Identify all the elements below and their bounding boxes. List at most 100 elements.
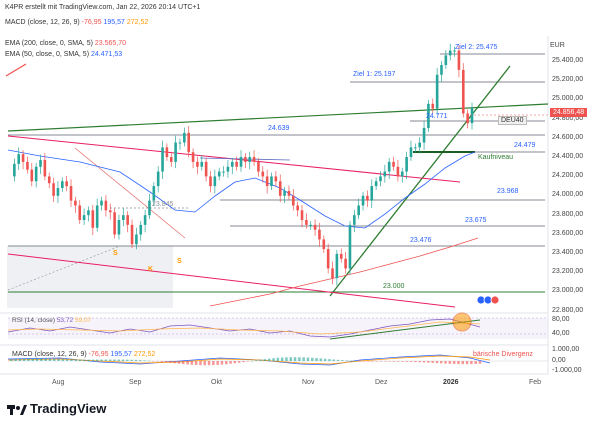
macd-histogram-bar [366, 361, 370, 362]
macd-bottom-legend[interactable]: MACD (close, 12, 26, 9) -76,95 195,57 27… [12, 351, 155, 358]
candle-body [196, 161, 199, 167]
macd-histogram-bar [53, 358, 56, 361]
candle-body [339, 253, 343, 259]
macd-histogram-bar [311, 357, 314, 361]
macd-bottom-value-3: 272,52 [133, 351, 156, 358]
tradingview-logo[interactable]: TradingView [7, 401, 106, 416]
price-axis-label: 24.600,00 [552, 133, 584, 141]
candle-body [414, 147, 417, 149]
level-24771-label: 24.771 [426, 113, 448, 120]
candle-body [440, 65, 443, 75]
macd-histogram-bar [384, 361, 387, 362]
time-label-dez: Dez [375, 379, 388, 386]
candle-body [191, 152, 195, 162]
macd-histogram-bar [143, 360, 146, 361]
macd-histogram-bar [216, 361, 219, 365]
macd-histogram-bar [332, 359, 335, 361]
macd-histogram-bar [246, 361, 249, 362]
macd-histogram-bar [255, 360, 258, 361]
macd-histogram-bar [319, 358, 323, 361]
macd-histogram-bar [117, 359, 120, 361]
candle-body [344, 258, 347, 269]
divergence-label: bärische Divergenz [473, 351, 533, 358]
macd-histogram-bar [409, 361, 413, 362]
currency-label: EUR [550, 42, 565, 49]
candle-body [95, 205, 99, 228]
rsi-axis-40: 40,00 [552, 330, 570, 337]
macd-histogram-bar [435, 361, 439, 364]
macd-histogram-bar [250, 360, 254, 362]
rsi-divergence-marker [452, 312, 472, 332]
macd-histogram-bar [173, 361, 176, 364]
candle-body [30, 169, 34, 182]
candle-body [366, 195, 369, 201]
macd-histogram-bar [182, 361, 185, 365]
macd-histogram-bar [134, 359, 138, 361]
candle-body [122, 215, 125, 220]
macd-histogram-bar [414, 361, 417, 363]
candle-body [361, 195, 365, 206]
grey-zone [7, 246, 173, 308]
macd-bottom-label: MACD (close, 12, 26, 9) [12, 351, 87, 358]
tradingview-logo-icon [7, 404, 27, 415]
macd-histogram-bar [470, 361, 473, 365]
candle-body [156, 171, 160, 187]
rsi-legend[interactable]: RSI (14, close) 53,72 59,07 [12, 317, 91, 324]
macd-histogram-bar [177, 361, 181, 364]
macd-histogram-bar [83, 359, 86, 361]
candle-body [204, 161, 208, 177]
ema200-legend-value: 23.565,70 [94, 40, 127, 47]
candle-body [244, 157, 247, 162]
ema50-legend[interactable]: EMA (50, close, 0, SMA, 5) 24.471,53 [5, 51, 122, 58]
price-axis-label: 25.200,00 [552, 76, 584, 84]
candle-body [261, 171, 265, 177]
candle-body [387, 161, 391, 172]
candle-body [326, 249, 330, 269]
candle-body [270, 176, 273, 187]
macd-signal-line [7, 355, 491, 365]
level-23675-label: 23.675 [465, 217, 487, 224]
candle-body [82, 215, 86, 220]
macd-histogram-bar [349, 360, 353, 362]
candle-body [87, 210, 90, 216]
macd-histogram-bar [362, 361, 366, 362]
candle-body [187, 132, 190, 153]
candle-body [265, 176, 269, 187]
candle-body [444, 55, 448, 66]
macd-axis-minus1000: -1.000,00 [552, 367, 582, 374]
event-icons[interactable] [476, 295, 500, 305]
macd-legend[interactable]: MACD (close, 12, 26, 9) -76,95 195,57 27… [5, 19, 148, 26]
candle-body [26, 161, 29, 170]
macd-axis-0: 0,00 [552, 357, 566, 364]
candle-body [43, 159, 47, 177]
candle-body [418, 142, 421, 148]
macd-histogram-bar [96, 359, 99, 361]
candle-body [113, 212, 116, 235]
candle-body [78, 205, 82, 220]
macd-histogram-bar [272, 358, 275, 361]
macd-histogram-bar [328, 359, 331, 361]
current-price-badge: DEU40 [498, 109, 527, 127]
macd-histogram-bar [427, 361, 430, 363]
macd-histogram-bar [289, 357, 292, 361]
candle-body [431, 103, 435, 109]
macd-histogram-bar [78, 359, 82, 361]
candle-body [174, 142, 177, 162]
macd-histogram-bar [448, 361, 452, 364]
macd-histogram-bar [156, 361, 159, 362]
ema200-legend[interactable]: EMA (200, close, 0, SMA, 5) 23.565,70 [5, 40, 126, 47]
candle-body [283, 190, 286, 196]
macd-histogram-bar [27, 358, 30, 361]
candle-body [65, 181, 68, 187]
candle-body [457, 50, 461, 70]
macd-histogram-bar [465, 361, 469, 365]
macd-histogram-bar [293, 357, 297, 361]
price-axis-label: 24.400,00 [552, 153, 584, 160]
macd-histogram-bar [57, 359, 60, 361]
candle-body [235, 161, 238, 167]
rising-green-trendline [329, 65, 511, 297]
candle-body [313, 224, 317, 230]
candle-body [139, 224, 143, 235]
macd-histogram-bar [298, 357, 301, 361]
